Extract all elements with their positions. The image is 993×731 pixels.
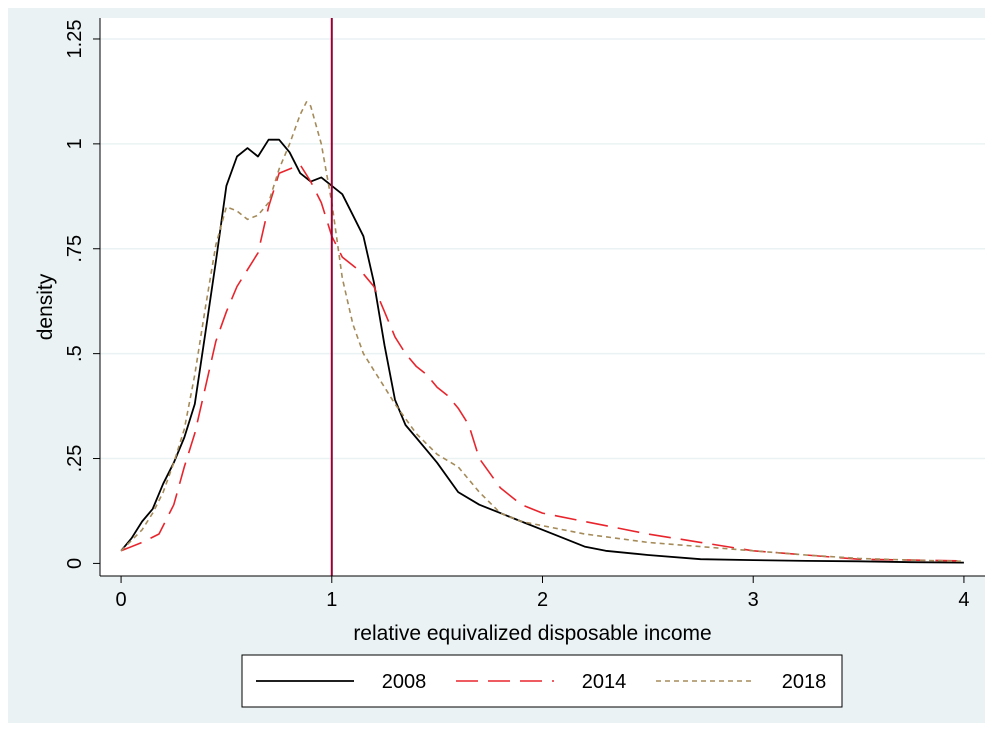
y-tick-label: .5 bbox=[64, 345, 86, 362]
series-line-2008 bbox=[120, 138, 964, 564]
x-tick-label: 2 bbox=[537, 589, 548, 611]
y-tick-label: 0 bbox=[64, 558, 86, 569]
series-line-2014 bbox=[120, 164, 964, 562]
y-tick-label: 1.25 bbox=[64, 20, 86, 59]
legend-label-2018: 2018 bbox=[782, 671, 827, 693]
x-tick-label: 4 bbox=[958, 589, 969, 611]
x-tick-label: 0 bbox=[116, 589, 127, 611]
grid-lines bbox=[100, 38, 985, 460]
legend-label-2014: 2014 bbox=[582, 671, 627, 693]
legend-label-2008: 2008 bbox=[382, 671, 427, 693]
x-axis-label: relative equivalized disposable income bbox=[353, 622, 711, 645]
series-layer bbox=[120, 101, 964, 564]
series-line-2018 bbox=[120, 101, 964, 563]
axes: 0 .25 .5 .75 1 1.25 0 1 2 3 4 bbox=[64, 18, 985, 611]
x-tick-label: 1 bbox=[326, 589, 337, 611]
legend: 2008 2014 2018 bbox=[241, 654, 843, 708]
plot-area bbox=[100, 18, 985, 576]
y-tick-label: .75 bbox=[64, 235, 86, 263]
x-tick-label: 3 bbox=[748, 589, 759, 611]
y-tick-label: .25 bbox=[64, 445, 86, 473]
y-tick-label: 1 bbox=[64, 138, 86, 149]
y-axis-label: density bbox=[34, 273, 57, 340]
